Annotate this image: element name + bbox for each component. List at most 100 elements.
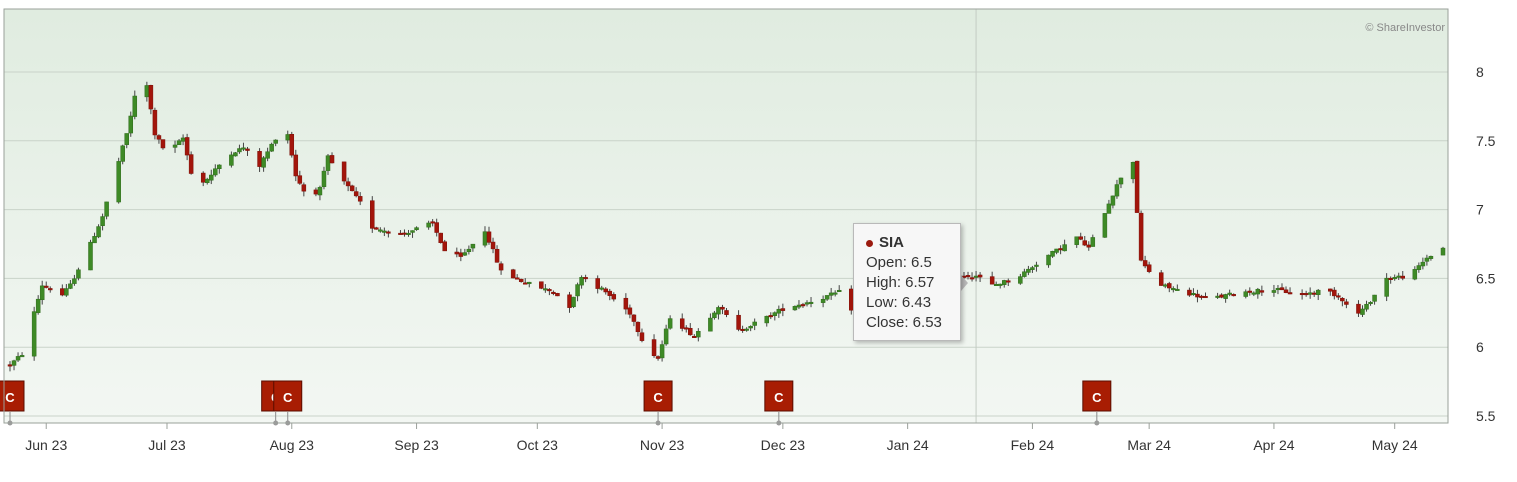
candle-down[interactable] — [1311, 292, 1317, 295]
candle-up[interactable] — [1062, 244, 1067, 252]
candle-down[interactable] — [1203, 296, 1208, 299]
candle-down[interactable] — [969, 277, 975, 280]
event-marker[interactable] — [764, 380, 794, 412]
candle-up[interactable] — [663, 328, 669, 345]
candle-up[interactable] — [1001, 280, 1007, 285]
candle-down[interactable] — [555, 293, 560, 297]
candle-down[interactable] — [651, 339, 657, 356]
candle-down[interactable] — [514, 277, 520, 280]
candle-up[interactable] — [39, 285, 45, 301]
candle-up[interactable] — [382, 230, 387, 233]
candle-up[interactable] — [1440, 247, 1446, 256]
candle-down[interactable] — [1340, 297, 1345, 302]
candle-down[interactable] — [1146, 264, 1152, 272]
candle-up[interactable] — [1315, 289, 1321, 295]
candle-up[interactable] — [76, 269, 81, 279]
candle-up[interactable] — [712, 312, 717, 319]
event-marker[interactable] — [1082, 380, 1112, 412]
candle-up[interactable] — [317, 187, 323, 196]
candle-down[interactable] — [1158, 272, 1164, 286]
candle-down[interactable] — [1279, 287, 1285, 291]
candle-up[interactable] — [176, 140, 182, 145]
candle-down[interactable] — [768, 315, 774, 318]
candle-up[interactable] — [269, 143, 274, 152]
candle-down[interactable] — [152, 109, 158, 136]
candle-down[interactable] — [1219, 294, 1224, 298]
candle-up[interactable] — [1384, 277, 1389, 297]
candle-down[interactable] — [603, 288, 608, 293]
candle-up[interactable] — [285, 134, 290, 141]
candle-down[interactable] — [720, 306, 725, 310]
candle-down[interactable] — [1283, 289, 1289, 293]
candle-down[interactable] — [490, 241, 496, 250]
candle-down[interactable] — [1388, 277, 1393, 280]
candle-down[interactable] — [498, 263, 504, 271]
candle-up[interactable] — [229, 154, 234, 166]
candle-up[interactable] — [997, 283, 1003, 286]
candle-down[interactable] — [1199, 295, 1204, 298]
candle-up[interactable] — [410, 230, 415, 233]
candle-up[interactable] — [64, 288, 69, 296]
candle-down[interactable] — [48, 288, 53, 291]
candle-up[interactable] — [527, 281, 532, 284]
candle-down[interactable] — [595, 278, 600, 289]
candle-up[interactable] — [716, 307, 721, 315]
candle-up[interactable] — [804, 302, 810, 305]
candle-down[interactable] — [458, 252, 464, 257]
candle-down[interactable] — [780, 308, 786, 311]
candle-up[interactable] — [796, 304, 802, 308]
candle-up[interactable] — [72, 278, 77, 284]
candle-up[interactable] — [104, 201, 109, 217]
candle-down[interactable] — [1082, 240, 1087, 246]
candle-up[interactable] — [1271, 290, 1277, 293]
candle-up[interactable] — [836, 289, 842, 292]
candle-down[interactable] — [1134, 160, 1140, 213]
candle-up[interactable] — [1243, 291, 1249, 297]
candle-down[interactable] — [454, 251, 460, 255]
candle-down[interactable] — [1336, 295, 1341, 298]
candle-up[interactable] — [273, 139, 278, 144]
candle-up[interactable] — [1175, 288, 1180, 291]
candle-up[interactable] — [100, 216, 105, 226]
candle-down[interactable] — [1287, 292, 1293, 295]
candle-up[interactable] — [1412, 269, 1418, 280]
candle-down[interactable] — [518, 278, 524, 282]
candle-down[interactable] — [623, 297, 629, 310]
candle-down[interactable] — [438, 232, 443, 243]
candle-up[interactable] — [993, 283, 999, 286]
candle-down[interactable] — [160, 139, 166, 149]
candle-down[interactable] — [486, 231, 492, 243]
candle-down[interactable] — [567, 294, 572, 308]
candle-up[interactable] — [237, 148, 242, 153]
candle-up[interactable] — [68, 283, 73, 289]
candle-down[interactable] — [313, 189, 319, 195]
candle-up[interactable] — [1255, 288, 1261, 295]
candle-down[interactable] — [297, 175, 303, 184]
candle-up[interactable] — [744, 328, 749, 331]
event-marker[interactable] — [273, 380, 303, 412]
candle-up[interactable] — [180, 137, 186, 142]
candle-up[interactable] — [1046, 254, 1051, 266]
candle-up[interactable] — [973, 275, 979, 278]
candle-up[interactable] — [116, 161, 121, 203]
candle-down[interactable] — [631, 314, 637, 322]
candle-up[interactable] — [708, 317, 713, 332]
candle-up[interactable] — [1372, 294, 1377, 302]
candle-down[interactable] — [583, 277, 588, 280]
candle-down[interactable] — [7, 364, 13, 367]
candle-up[interactable] — [204, 178, 210, 183]
candle-up[interactable] — [1223, 294, 1228, 299]
candle-up[interactable] — [748, 326, 753, 329]
candle-up[interactable] — [1090, 237, 1096, 247]
candle-down[interactable] — [607, 290, 613, 296]
candle-up[interactable] — [172, 144, 178, 148]
candle-down[interactable] — [43, 285, 49, 288]
candle-up[interactable] — [808, 301, 814, 304]
candle-up[interactable] — [325, 155, 331, 171]
candle-up[interactable] — [1130, 162, 1136, 180]
candle-up[interactable] — [88, 241, 93, 271]
candle-down[interactable] — [635, 321, 641, 333]
candle-up[interactable] — [667, 318, 673, 329]
candle-up[interactable] — [1420, 261, 1426, 267]
candle-up[interactable] — [466, 248, 472, 253]
